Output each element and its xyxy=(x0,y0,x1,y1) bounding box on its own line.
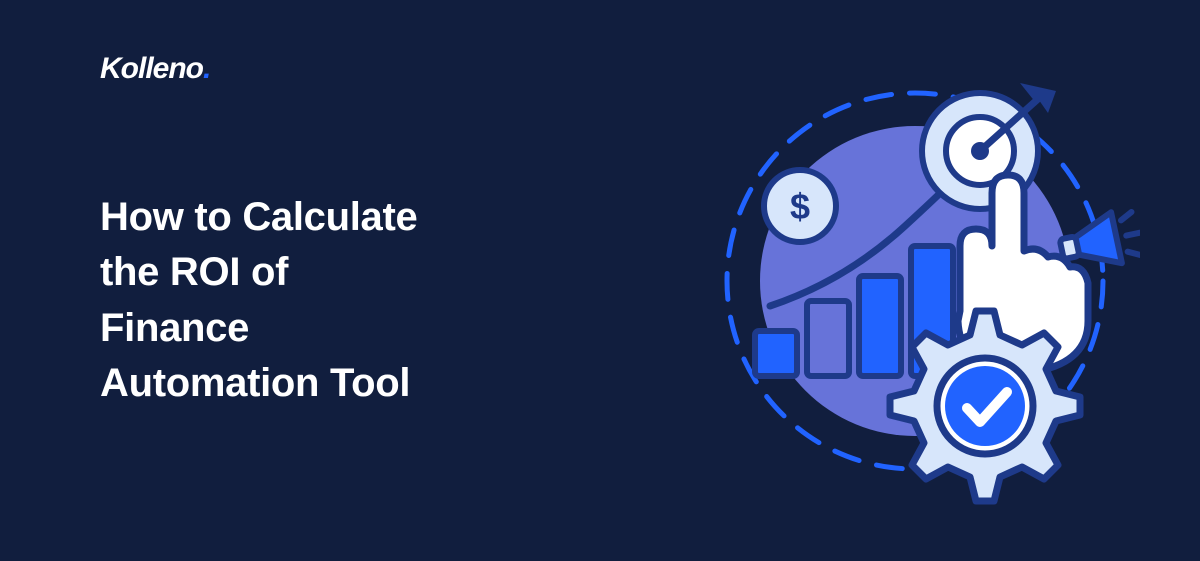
finance-illustration-icon: $ xyxy=(660,51,1140,511)
headline-block: How to Calculate the ROI of Finance Auto… xyxy=(100,150,660,411)
title-line: How to Calculate xyxy=(100,195,417,239)
logo-dot: . xyxy=(203,52,210,85)
hero-banner: Kolleno. How to Calculate the ROI of Fin… xyxy=(0,0,1200,561)
brand-logo: Kolleno. xyxy=(100,52,210,86)
title-line: the ROI of xyxy=(100,250,288,294)
dollar-coin-icon: $ xyxy=(764,170,836,242)
page-title: How to Calculate the ROI of Finance Auto… xyxy=(100,190,660,411)
title-line: Finance xyxy=(100,306,249,350)
logo-text: Kolleno xyxy=(100,52,203,85)
illustration-container: $ xyxy=(660,0,1100,561)
title-line: Automation Tool xyxy=(100,361,410,405)
svg-text:$: $ xyxy=(790,186,810,227)
gear-check-icon xyxy=(890,311,1080,501)
